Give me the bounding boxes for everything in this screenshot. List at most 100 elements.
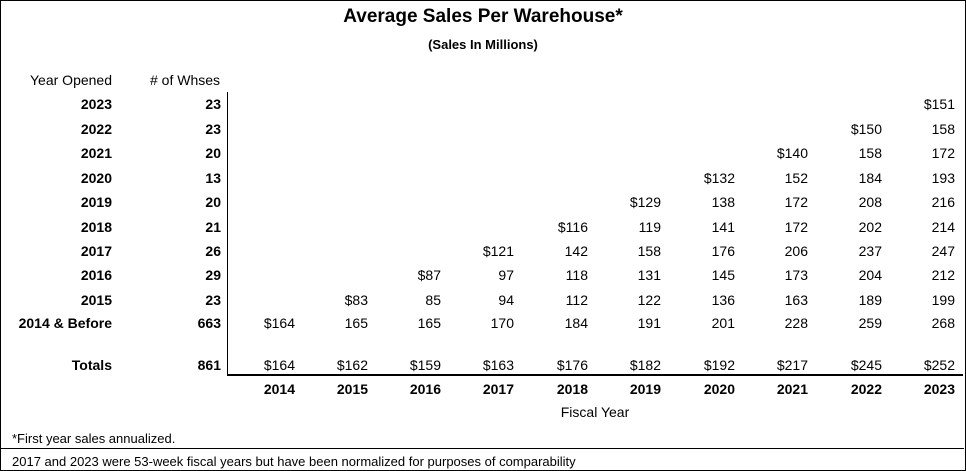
row-num-whses: 23 [205,292,221,308]
table-cell: 189 [858,292,882,308]
totals-num-whses: 861 [197,357,221,373]
fiscal-year-label: 2015 [336,381,368,397]
table-cell: 165 [344,315,368,331]
row-year-opened: 2020 [80,170,112,186]
fiscal-year-label: 2020 [703,381,735,397]
table-cell: 85 [425,292,441,308]
footnote: *First year sales annualized. [12,431,176,446]
table-cell: 247 [931,243,955,259]
table-cell: 165 [417,315,441,331]
fiscal-year-label: 2017 [482,381,514,397]
table-cell: 158 [931,121,955,137]
table-cell: 193 [931,170,955,186]
table-cell: $121 [482,243,514,259]
fiscal-year-label: 2022 [850,381,882,397]
table-cell: 172 [784,194,808,210]
table-cell: 131 [637,267,661,283]
totals-cell: $176 [556,357,588,373]
table-cell: 172 [784,219,808,235]
table-cell: 172 [931,145,955,161]
row-year-opened: 2022 [80,121,112,137]
row-year-opened: 2018 [80,219,112,235]
totals-cell: $162 [336,357,368,373]
totals-cell: $159 [409,357,441,373]
table-cell: 184 [564,315,588,331]
table-cell: 214 [931,219,955,235]
table-cell: 145 [711,267,735,283]
table-cell: 119 [638,219,661,235]
fiscal-year-label: 2014 [263,381,295,397]
totals-cell: $182 [629,357,661,373]
totals-cell: $217 [776,357,808,373]
fiscal-year-label: 2016 [409,381,441,397]
page-title: Average Sales Per Warehouse* [343,6,623,27]
table-cell: 158 [637,243,661,259]
fiscal-year-label: 2018 [556,381,588,397]
table-cell: 199 [931,292,955,308]
table-cell: $132 [703,170,735,186]
table-cell: $83 [344,292,368,308]
comparability-note: 2017 and 2023 were 53-week fiscal years … [0,448,964,469]
num-whses-header: # of Whses [150,72,221,88]
row-num-whses: 21 [205,219,221,235]
table-cell: 112 [565,292,588,308]
table-cell: 268 [931,315,955,331]
fiscal-year-label: 2021 [776,381,808,397]
row-year-opened: 2016 [80,267,112,283]
table-cell: 122 [637,292,661,308]
row-num-whses: 23 [205,96,221,112]
table-cell: 163 [784,292,808,308]
totals-cell: $163 [482,357,514,373]
row-num-whses: 26 [205,243,221,259]
table-cell: 173 [784,267,808,283]
table-vertical-rule [227,92,228,375]
row-year-opened: 2014 & Before [18,315,112,331]
table-cell: $140 [776,145,808,161]
row-num-whses: 13 [205,170,221,186]
table-cell: $129 [629,194,661,210]
table-cell: 142 [564,243,588,259]
table-cell: 152 [784,170,808,186]
fiscal-year-label: 2023 [923,381,955,397]
table-cell: 228 [784,315,808,331]
x-axis-label: Fiscal Year [560,404,630,420]
table-cell: 201 [711,315,735,331]
table-cell: $164 [263,315,295,331]
fiscal-year-label: 2019 [629,381,661,397]
table-cell: 184 [858,170,882,186]
table-cell: 212 [931,267,955,283]
table-cell: $87 [417,267,441,283]
table-cell: 136 [711,292,735,308]
table-cell: 138 [711,194,735,210]
year-opened-header: Year Opened [30,72,112,88]
row-num-whses: 20 [205,194,221,210]
table-cell: 118 [565,267,588,283]
totals-label: Totals [71,357,112,373]
row-year-opened: 2019 [80,194,112,210]
table-cell: 170 [490,315,514,331]
totals-cell: $192 [703,357,735,373]
totals-cell: $245 [850,357,882,373]
row-year-opened: 2017 [80,243,112,259]
table-cell: 97 [498,267,514,283]
table-cell: 94 [498,292,514,308]
table-cell: 208 [858,194,882,210]
row-num-whses: 20 [205,145,221,161]
page-subtitle: (Sales In Millions) [428,37,538,52]
table-cell: 141 [711,219,735,235]
table-cell: $151 [923,96,955,112]
table-cell: 216 [931,194,955,210]
row-year-opened: 2021 [80,145,112,161]
table-cell: $116 [557,219,588,235]
row-year-opened: 2023 [80,96,112,112]
table-cell: 191 [637,315,661,331]
table-cell: 259 [858,315,882,331]
row-num-whses: 29 [205,267,221,283]
table-cell: $150 [850,121,882,137]
table-cell: 237 [858,243,882,259]
table-cell: 158 [858,145,882,161]
table-cell: 202 [858,219,882,235]
table-horizontal-rule [227,374,963,376]
row-num-whses: 23 [205,121,221,137]
table-cell: 204 [858,267,882,283]
